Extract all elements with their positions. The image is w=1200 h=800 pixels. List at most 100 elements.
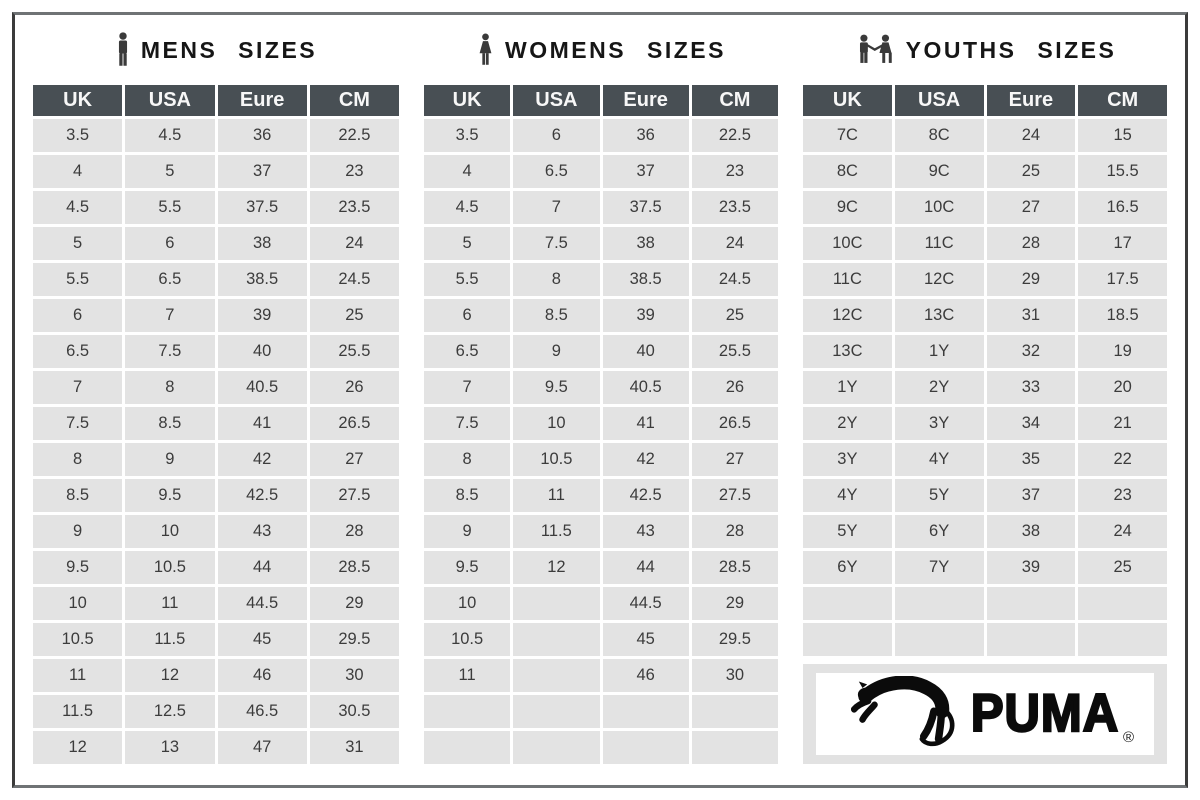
youths-size-table: YOUTHS SIZES UK USA Eure CM 7C 8C 24 15 8C 9C 25 1…: [803, 15, 1167, 785]
size-cell: 37: [986, 479, 1076, 512]
table-row: 5Y 6Y 38 24: [803, 515, 1167, 548]
size-cell: 10.5: [424, 623, 511, 656]
size-cell: 38: [986, 515, 1076, 548]
size-cell: 28: [691, 515, 778, 548]
size-cell: 39: [217, 299, 307, 332]
size-cell: 22.5: [309, 119, 399, 152]
size-cell: 11C: [803, 263, 892, 296]
size-cell: 11: [125, 587, 215, 620]
size-cell: 6: [125, 227, 215, 260]
size-cell: 5.5: [33, 263, 123, 296]
size-cell: 40: [602, 335, 689, 368]
table-row: 8 10.5 42 27: [424, 443, 778, 476]
size-cell: 8.5: [33, 479, 123, 512]
size-cell: 6Y: [803, 551, 892, 584]
size-cell: 11C: [894, 227, 984, 260]
size-cell: 9C: [803, 191, 892, 224]
table-row: 10C 11C 28 17: [803, 227, 1167, 260]
size-cell: 26: [691, 371, 778, 404]
table-row: 5 7.5 38 24: [424, 227, 778, 260]
size-cell: [602, 731, 689, 764]
size-cell: 27.5: [309, 479, 399, 512]
column-header: Eure: [217, 85, 307, 116]
table-row: 9 11.5 43 28: [424, 515, 778, 548]
size-cell: 9: [513, 335, 600, 368]
size-chart-sheet: MENS SIZES UK USA Eure CM 3.5 4.5 36 22.5 4 5 37 2…: [12, 12, 1188, 788]
size-cell: 9: [125, 443, 215, 476]
size-cell: 41: [217, 407, 307, 440]
puma-logo-band: PUMA ®: [803, 664, 1167, 764]
size-cell: 6: [33, 299, 123, 332]
size-cell: 29: [309, 587, 399, 620]
size-cell: 12.5: [125, 695, 215, 728]
table-row: 1Y 2Y 33 20: [803, 371, 1167, 404]
size-cell: 23: [1078, 479, 1167, 512]
table-row: 6.5 9 40 25.5: [424, 335, 778, 368]
table-row: 10.5 11.5 45 29.5: [33, 623, 399, 656]
size-cell: 3Y: [803, 443, 892, 476]
size-cell: 7: [125, 299, 215, 332]
table-row: 11.5 12.5 46.5 30.5: [33, 695, 399, 728]
size-cell: 2Y: [894, 371, 984, 404]
size-cell: 17: [1078, 227, 1167, 260]
size-cell: 8.5: [424, 479, 511, 512]
size-cell: [513, 731, 600, 764]
size-cell: 6Y: [894, 515, 984, 548]
size-cell: 5: [424, 227, 511, 260]
table-row: 11C 12C 29 17.5: [803, 263, 1167, 296]
size-cell: 25: [309, 299, 399, 332]
table-row: 8.5 9.5 42.5 27.5: [33, 479, 399, 512]
table-row: 11 12 46 30: [33, 659, 399, 692]
size-cell: 23.5: [309, 191, 399, 224]
table-row: [424, 731, 778, 764]
size-cell: 18.5: [1078, 299, 1167, 332]
man-icon: [115, 32, 131, 68]
mens-table-title: MENS SIZES: [33, 15, 399, 85]
table-row: 7 8 40.5 26: [33, 371, 399, 404]
size-cell: 30: [309, 659, 399, 692]
size-cell: 11.5: [513, 515, 600, 548]
column-header: CM: [309, 85, 399, 116]
table-row: 4 5 37 23: [33, 155, 399, 188]
size-cell: 1Y: [803, 371, 892, 404]
size-cell: 38.5: [217, 263, 307, 296]
size-cell: 12: [513, 551, 600, 584]
size-cell: 15: [1078, 119, 1167, 152]
size-cell: 38: [217, 227, 307, 260]
size-cell: 9: [424, 515, 511, 548]
size-cell: 10: [513, 407, 600, 440]
womens-table-header-row: UK USA Eure CM: [424, 85, 778, 116]
column-header: USA: [513, 85, 600, 116]
table-row: 5 6 38 24: [33, 227, 399, 260]
size-cell: 37: [217, 155, 307, 188]
column-header: UK: [803, 85, 892, 116]
table-row: [803, 587, 1167, 620]
size-cell: 12C: [894, 263, 984, 296]
size-cell: [894, 587, 984, 620]
size-cell: 15.5: [1078, 155, 1167, 188]
size-cell: 4Y: [894, 443, 984, 476]
column-header: Eure: [602, 85, 689, 116]
size-cell: 44: [217, 551, 307, 584]
size-cell: 44.5: [217, 587, 307, 620]
size-cell: 20: [1078, 371, 1167, 404]
size-cell: 40.5: [602, 371, 689, 404]
size-cell: 37.5: [602, 191, 689, 224]
size-cell: 42: [602, 443, 689, 476]
size-cell: 7Y: [894, 551, 984, 584]
size-cell: 6.5: [424, 335, 511, 368]
table-row: 7 9.5 40.5 26: [424, 371, 778, 404]
size-cell: 26.5: [309, 407, 399, 440]
column-header: CM: [1078, 85, 1167, 116]
size-cell: 5.5: [424, 263, 511, 296]
mens-table-body: 3.5 4.5 36 22.5 4 5 37 23 4.5 5.5 37.5 23.5 5 6 38 24 5.…: [33, 119, 399, 767]
size-cell: 8: [33, 443, 123, 476]
column-header: CM: [691, 85, 778, 116]
size-cell: 38: [602, 227, 689, 260]
table-row: 10.5 45 29.5: [424, 623, 778, 656]
size-cell: 26: [309, 371, 399, 404]
table-row: 9.5 12 44 28.5: [424, 551, 778, 584]
puma-logo-box: PUMA ®: [816, 673, 1154, 755]
size-cell: 3Y: [894, 407, 984, 440]
size-cell: 9: [33, 515, 123, 548]
